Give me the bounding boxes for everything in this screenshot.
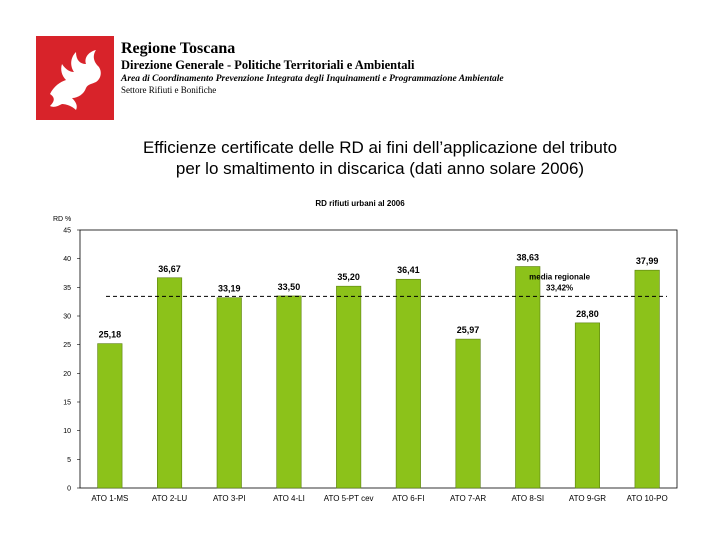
y-tick-label: 20 bbox=[63, 371, 71, 378]
x-tick-label: ATO 2-LU bbox=[152, 494, 187, 503]
data-label: 28,80 bbox=[576, 309, 599, 319]
bar-ato-5-pt-cev bbox=[336, 285, 362, 489]
bar-ato-6-fi bbox=[395, 278, 421, 489]
slide-title-line-1: Efficienze certificate delle RD ai fini … bbox=[142, 138, 618, 157]
x-tick-label: ATO 5-PT cev bbox=[324, 494, 374, 503]
x-tick-label: ATO 7-AR bbox=[450, 494, 486, 503]
regione-toscana-logo bbox=[36, 36, 114, 120]
y-tick-label: 15 bbox=[63, 400, 71, 407]
chart-title: RD rifiuti urbani al 2006 bbox=[315, 199, 405, 208]
y-tick-label: 10 bbox=[63, 428, 71, 435]
y-tick-label: 35 bbox=[63, 285, 71, 292]
bar-ato-3-pi bbox=[216, 297, 242, 489]
org-direzione: Direzione Generale - Politiche Territori… bbox=[121, 58, 415, 72]
y-tick-label: 30 bbox=[63, 314, 71, 321]
y-tick-label: 40 bbox=[63, 256, 71, 263]
slide-title: Efficienze certificate delle RD ai fini … bbox=[60, 137, 700, 179]
x-tick-label: ATO 1-MS bbox=[91, 494, 128, 503]
bar-ato-8-si bbox=[515, 266, 541, 489]
x-tick-label: ATO 4-LI bbox=[273, 494, 305, 503]
x-tick-label: ATO 9-GR bbox=[569, 494, 606, 503]
x-tick-label: ATO 6-FI bbox=[392, 494, 424, 503]
bar-ato-10-po bbox=[634, 269, 660, 489]
x-axis: ATO 1-MS ATO 2-LU ATO 3-PI ATO 4-LI ATO 5-PT… bbox=[91, 494, 667, 503]
org-area: Area di Coordinamento Prevenzione Integr… bbox=[121, 74, 504, 84]
data-label: 36,67 bbox=[158, 264, 181, 274]
y-tick-label: 25 bbox=[63, 342, 71, 349]
data-label: 33,19 bbox=[218, 284, 241, 294]
bar-ato-7-ar bbox=[455, 338, 481, 489]
y-tick-label: 45 bbox=[63, 228, 71, 235]
org-name: Regione Toscana bbox=[121, 40, 236, 57]
y-axis-label: RD % bbox=[53, 216, 71, 223]
data-label: 25,97 bbox=[457, 325, 480, 335]
data-label: 36,41 bbox=[397, 265, 420, 275]
data-labels: 25,18 36,67 33,19 33,50 35,20 36,41 25,97 38,63… bbox=[99, 253, 659, 340]
plot-area bbox=[79, 229, 678, 489]
y-tick-label: 5 bbox=[67, 457, 71, 464]
y-axis: 0 5 10 15 20 25 30 35 40 45 bbox=[63, 228, 80, 493]
slide-title-line-2: per lo smaltimento in discarica (dati an… bbox=[175, 159, 585, 178]
y-tick-label: 0 bbox=[67, 486, 71, 493]
data-label: 25,18 bbox=[99, 330, 122, 340]
data-label: 38,63 bbox=[516, 253, 539, 263]
x-tick-label: ATO 3-PI bbox=[213, 494, 246, 503]
bar-series bbox=[97, 266, 660, 489]
reference-line-label: media regionale bbox=[529, 272, 590, 281]
organization-header: Regione Toscana Direzione Generale - Pol… bbox=[121, 40, 504, 96]
x-tick-label: ATO 10-PO bbox=[627, 494, 668, 503]
bar-ato-9-gr bbox=[574, 322, 600, 489]
reference-line-value: 33,42% bbox=[546, 283, 573, 292]
bar-ato-2-lu bbox=[157, 277, 183, 489]
x-tick-label: ATO 8-SI bbox=[511, 494, 544, 503]
bar-ato-4-li bbox=[276, 295, 302, 489]
data-label: 37,99 bbox=[636, 256, 659, 266]
pegasus-icon bbox=[50, 50, 101, 110]
reference-line-group: media regionale 33,42% bbox=[106, 272, 667, 297]
org-settore: Settore Rifiuti e Bonifiche bbox=[121, 85, 217, 95]
data-label: 33,50 bbox=[278, 282, 301, 292]
data-label: 35,20 bbox=[337, 272, 360, 282]
bar-ato-1-ms bbox=[97, 343, 123, 489]
